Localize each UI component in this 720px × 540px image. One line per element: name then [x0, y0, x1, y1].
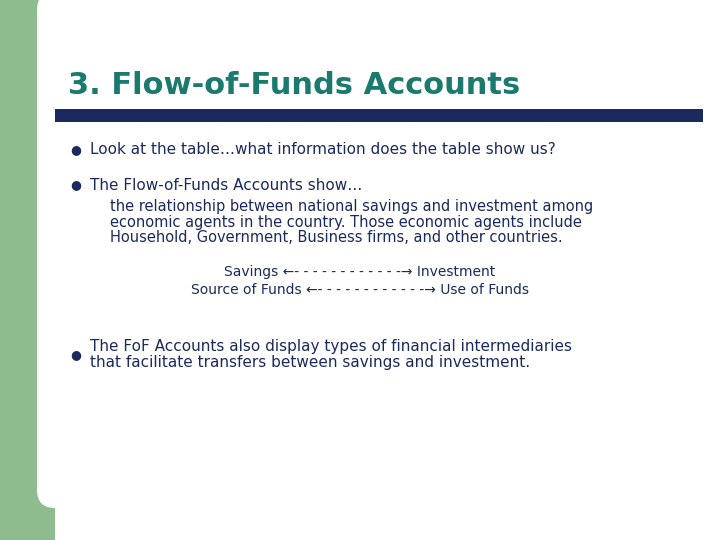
Text: The Flow-of-Funds Accounts show…: The Flow-of-Funds Accounts show…: [90, 178, 362, 192]
Text: ●: ●: [70, 144, 81, 157]
Text: 3. Flow-of-Funds Accounts: 3. Flow-of-Funds Accounts: [68, 71, 521, 99]
Text: Household, Government, Business firms, and other countries.: Household, Government, Business firms, a…: [110, 230, 562, 245]
Text: ●: ●: [70, 348, 81, 361]
Text: that facilitate transfers between savings and investment.: that facilitate transfers between saving…: [90, 355, 530, 370]
Bar: [55, 10, 715, 472]
Text: Source of Funds ←- - - - - - - - - - - -→ Use of Funds: Source of Funds ←- - - - - - - - - - - -…: [191, 283, 529, 297]
Text: economic agents in the country. Those economic agents include: economic agents in the country. Those ec…: [110, 214, 582, 230]
Text: Look at the table…what information does the table show us?: Look at the table…what information does …: [90, 143, 556, 158]
Bar: [0, 0, 195, 105]
Bar: [55, 109, 703, 122]
Bar: [0, 0, 55, 540]
Text: The FoF Accounts also display types of financial intermediaries: The FoF Accounts also display types of f…: [90, 340, 572, 354]
FancyBboxPatch shape: [37, 0, 720, 508]
Text: Savings ←- - - - - - - - - - - -→ Investment: Savings ←- - - - - - - - - - - -→ Invest…: [225, 265, 495, 279]
Text: ●: ●: [70, 179, 81, 192]
Text: the relationship between national savings and investment among: the relationship between national saving…: [110, 199, 593, 214]
Bar: [73, 10, 720, 490]
